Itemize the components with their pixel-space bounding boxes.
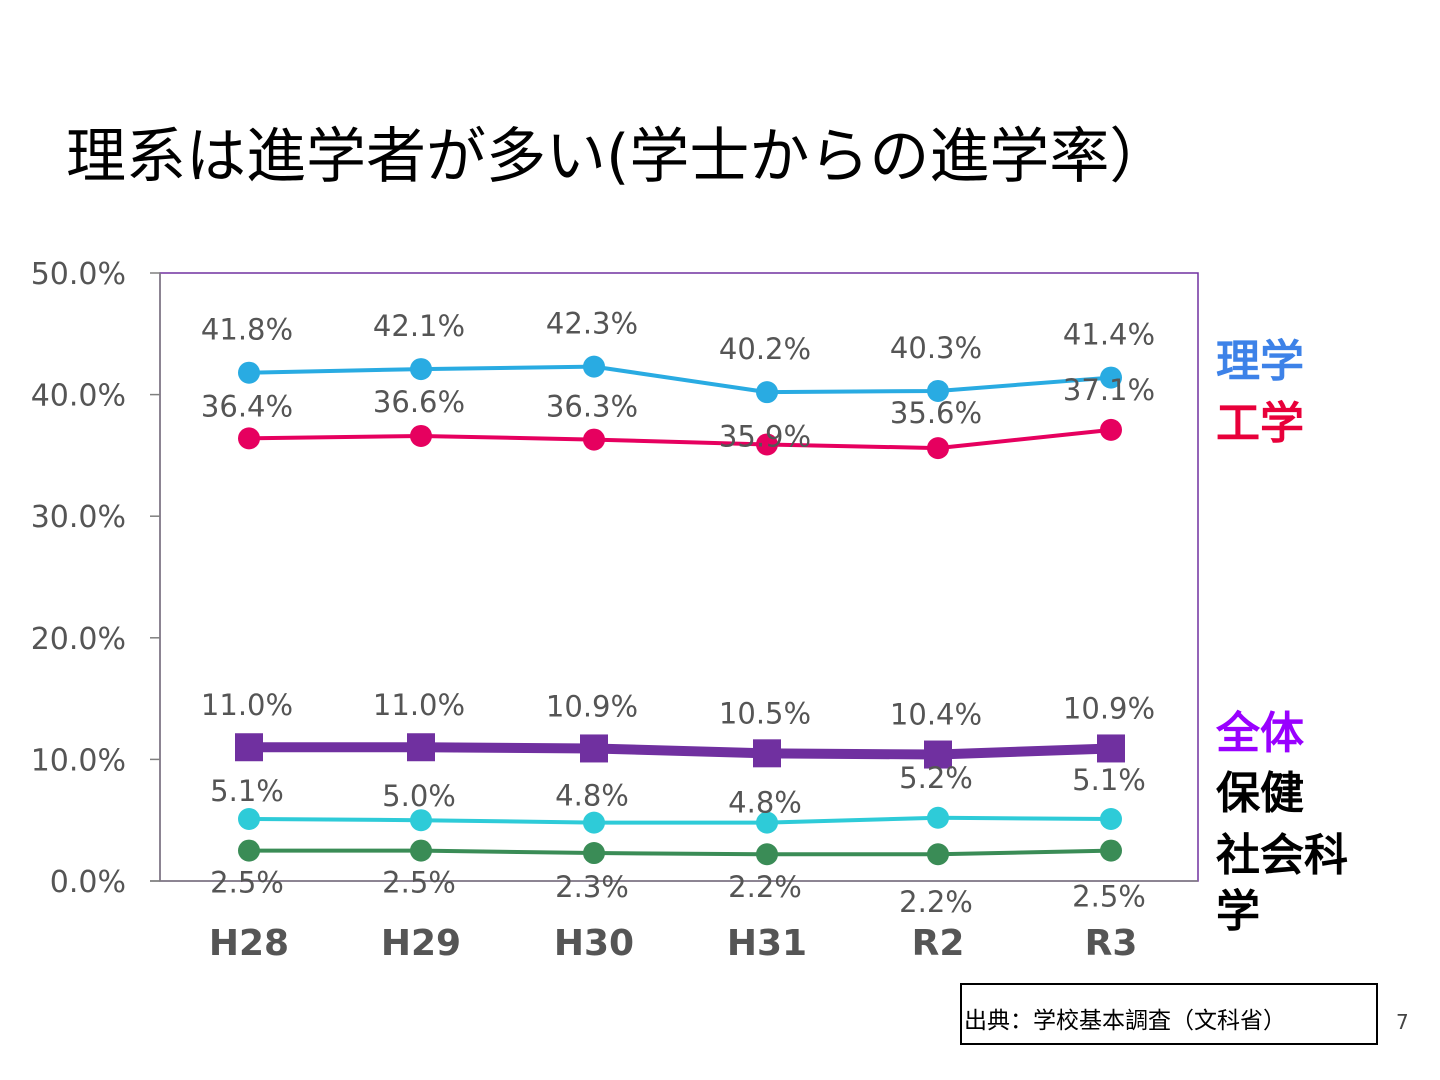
data-point bbox=[753, 739, 781, 768]
data-point bbox=[410, 839, 432, 862]
series-line bbox=[249, 742, 1112, 760]
data-label: 37.1% bbox=[1063, 373, 1155, 407]
data-label: 41.4% bbox=[1063, 318, 1155, 352]
data-label: 40.2% bbox=[719, 332, 811, 366]
legend-item-engineering: 工学 bbox=[1216, 398, 1304, 449]
slide-title: 理系は進学者が多い(学士からの進学率） bbox=[66, 122, 1170, 192]
data-point bbox=[1097, 734, 1125, 763]
data-point bbox=[927, 379, 949, 402]
data-label: 42.3% bbox=[546, 307, 638, 341]
data-point bbox=[410, 809, 432, 832]
data-label: 42.1% bbox=[373, 309, 465, 343]
data-point bbox=[924, 740, 952, 769]
x-axis-categories: H28 H29 H30 H31 R2 R3 bbox=[209, 923, 1138, 964]
x-category-label: H29 bbox=[381, 923, 461, 964]
data-label: 11.0% bbox=[373, 688, 465, 722]
y-axis-ticks: 0.0% 10.0% 20.0% 30.0% 40.0% 50.0% bbox=[31, 257, 160, 900]
data-point bbox=[756, 433, 778, 456]
data-label: 36.3% bbox=[546, 390, 638, 424]
y-tick-label: 40.0% bbox=[31, 379, 126, 414]
y-tick-label: 0.0% bbox=[50, 865, 126, 900]
data-point bbox=[756, 843, 778, 866]
data-label: 36.4% bbox=[201, 389, 293, 423]
data-label: 5.2% bbox=[899, 761, 973, 795]
x-category-label: H30 bbox=[554, 923, 634, 964]
data-labels: 41.8% 42.1% 42.3% 40.2% 40.3% 41.4% 36.4% 36.6%… bbox=[201, 307, 1155, 920]
x-category-label: H31 bbox=[727, 923, 807, 964]
data-point bbox=[238, 839, 260, 862]
data-label: 5.0% bbox=[382, 779, 456, 813]
data-label: 35.6% bbox=[890, 396, 982, 430]
data-point bbox=[583, 355, 605, 378]
series-line bbox=[248, 427, 1112, 451]
data-label: 5.1% bbox=[210, 774, 284, 808]
data-label: 2.2% bbox=[728, 870, 802, 904]
data-point bbox=[1100, 807, 1122, 830]
data-point bbox=[927, 437, 949, 460]
data-label: 2.5% bbox=[1072, 880, 1146, 914]
data-point bbox=[756, 381, 778, 404]
data-label: 11.0% bbox=[201, 688, 293, 722]
data-point bbox=[1100, 366, 1122, 389]
page-number: 7 bbox=[1396, 1010, 1409, 1034]
x-category-label: R2 bbox=[912, 923, 965, 964]
data-point bbox=[583, 842, 605, 865]
data-label: 2.5% bbox=[382, 866, 456, 900]
data-label: 36.6% bbox=[373, 385, 465, 419]
data-point bbox=[238, 807, 260, 830]
x-category-label: R3 bbox=[1085, 923, 1138, 964]
legend-item-overall: 全体 bbox=[1216, 708, 1304, 759]
source-citation: 出典：学校基本調査（文科省） bbox=[960, 983, 1378, 1045]
y-tick-label: 50.0% bbox=[31, 257, 126, 292]
data-point bbox=[580, 734, 608, 763]
series-line bbox=[248, 815, 1112, 825]
data-label: 2.3% bbox=[555, 870, 629, 904]
legend-item-science: 理学 bbox=[1216, 336, 1304, 387]
series-line bbox=[248, 364, 1112, 395]
data-label: 2.2% bbox=[899, 885, 973, 919]
data-label: 5.1% bbox=[1072, 763, 1146, 797]
data-label: 4.8% bbox=[555, 779, 629, 813]
series-layer bbox=[235, 355, 1125, 866]
data-label: 2.5% bbox=[210, 866, 284, 900]
y-tick-label: 20.0% bbox=[31, 622, 126, 657]
y-tick-label: 10.0% bbox=[31, 743, 126, 778]
data-point bbox=[410, 424, 432, 447]
data-point bbox=[927, 843, 949, 866]
data-point bbox=[756, 811, 778, 834]
y-tick-label: 30.0% bbox=[31, 500, 126, 535]
data-point bbox=[927, 806, 949, 829]
series-line bbox=[249, 848, 1112, 857]
data-point bbox=[238, 427, 260, 450]
data-point bbox=[410, 358, 432, 381]
data-label: 10.9% bbox=[546, 689, 638, 723]
data-label: 10.4% bbox=[890, 698, 982, 732]
data-point bbox=[583, 428, 605, 451]
data-label: 35.9% bbox=[719, 419, 811, 453]
legend-item-health: 保健 bbox=[1216, 768, 1304, 819]
data-point bbox=[407, 733, 435, 762]
data-label: 41.8% bbox=[201, 313, 293, 347]
data-label: 4.8% bbox=[728, 786, 802, 820]
data-label: 10.9% bbox=[1063, 691, 1155, 725]
data-point bbox=[1100, 839, 1122, 862]
plot-area-frame bbox=[159, 272, 1199, 882]
x-category-label: H28 bbox=[209, 923, 289, 964]
data-point bbox=[235, 733, 263, 762]
legend-item-social-science: 社会科学 bbox=[1216, 830, 1348, 937]
data-point bbox=[238, 361, 260, 384]
data-point bbox=[1100, 418, 1122, 441]
data-label: 10.5% bbox=[719, 696, 811, 730]
data-point bbox=[583, 811, 605, 834]
data-label: 40.3% bbox=[890, 331, 982, 365]
